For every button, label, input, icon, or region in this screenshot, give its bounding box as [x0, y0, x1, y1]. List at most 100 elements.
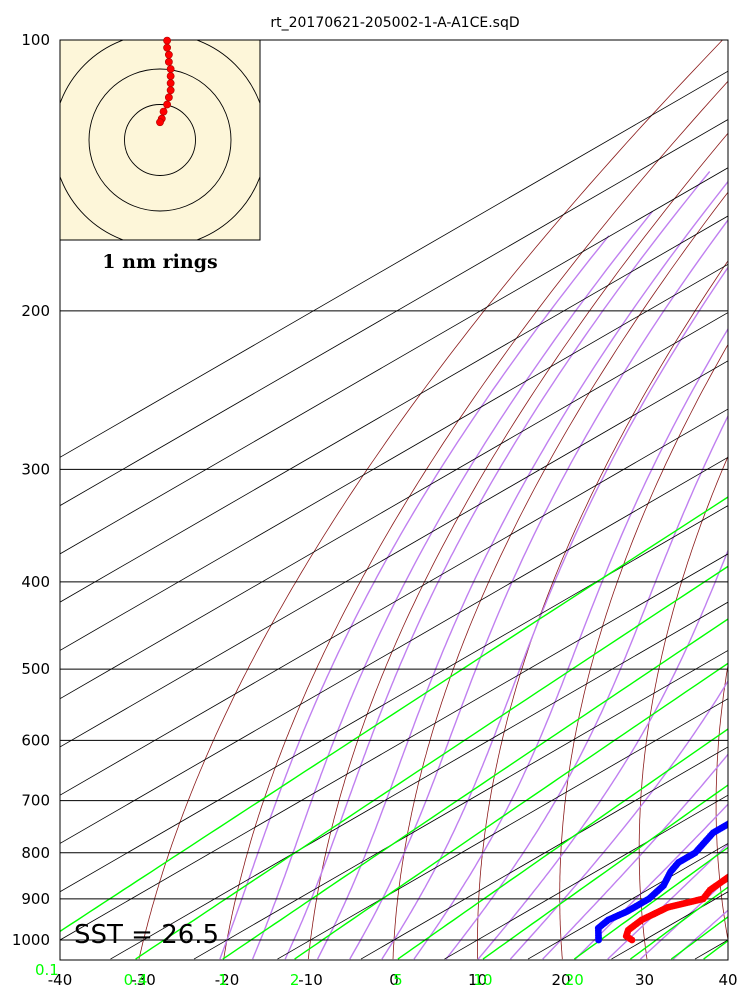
dry-adiabat [223, 80, 728, 960]
temperature-point [730, 871, 737, 878]
temperature-point [735, 868, 742, 875]
dewpoint-point [741, 811, 748, 818]
dewpoint-point [733, 816, 740, 823]
moist-adiabat [509, 679, 728, 960]
temperature-point [725, 873, 728, 880]
inset-track-point [163, 43, 171, 52]
moist-adiabat [445, 414, 728, 960]
dewpoint-point [737, 814, 744, 821]
mixing-ratio-tick-label: 20 [565, 971, 584, 989]
inset-track-point [164, 58, 173, 66]
isotherm [360, 746, 728, 960]
inset-label: 1 nm rings [102, 251, 217, 273]
isotherm [60, 505, 728, 893]
dewpoint-point [731, 817, 738, 824]
isotherm [60, 263, 728, 651]
mixing-ratio-line [629, 886, 728, 960]
pressure-tick-label: 800 [21, 844, 50, 862]
data-layer [594, 808, 750, 944]
moist-adiabat [349, 218, 728, 960]
pressure-tick-label: 400 [21, 573, 50, 591]
temperature-point [732, 870, 739, 877]
temperature-tick-label: 40 [718, 971, 737, 989]
moist-adiabat [574, 803, 728, 960]
isotherm [110, 601, 728, 960]
inset-track-point [159, 107, 168, 116]
temperature-point [745, 862, 750, 869]
mixing-ratio-axis: 0.1 0.4 1 2 5 10 20 [35, 961, 584, 989]
inset-track-point [163, 100, 171, 109]
pressure-axis: 100 200 300 400 500 600 700 800 900 1000 [12, 31, 50, 949]
mixing-ratio-line [397, 728, 728, 960]
inset-track-point [166, 65, 175, 73]
inset-track-point [166, 86, 175, 95]
temperature-point [733, 869, 740, 876]
moist-adiabat [316, 180, 728, 960]
dry-adiabat [477, 260, 728, 960]
isotherm [60, 312, 728, 700]
temperature-tick-label: -30 [131, 971, 156, 989]
dry-adiabat [392, 191, 728, 960]
hodograph-inset [59, 36, 261, 241]
mixing-ratio-line [60, 496, 728, 933]
pressure-tick-label: 900 [21, 890, 50, 908]
temperature-point [737, 867, 744, 874]
mixing-ratio-tick-label: 0.1 [35, 961, 59, 979]
mixing-ratio-line [294, 662, 728, 960]
temperature-tick-label: -20 [215, 971, 240, 989]
grid-layer [60, 40, 728, 960]
moist-adiabat [219, 235, 610, 960]
sst-label: SST = 26.5 [74, 920, 219, 950]
inset-track-point [166, 72, 175, 80]
inset-track-point [166, 79, 175, 88]
temperature-tick-label: 10 [468, 971, 487, 989]
mixing-ratio-line [482, 784, 728, 960]
temperature-tick-label: -10 [298, 971, 323, 989]
isotherm [60, 70, 728, 458]
dewpoint-point [735, 815, 742, 822]
pressure-tick-label: 300 [21, 460, 50, 478]
temperature-point [741, 864, 748, 871]
temperature-tick-label: -40 [48, 971, 73, 989]
dewpoint-point [746, 808, 750, 815]
isotherm [60, 360, 728, 748]
pressure-tick-label: 1000 [12, 931, 50, 949]
temperature-point [727, 874, 728, 877]
isotherm [193, 649, 728, 960]
temperature-point [743, 863, 750, 870]
inset-track-point [164, 50, 173, 59]
temperature-point [739, 866, 746, 873]
isotherm [60, 167, 728, 555]
moist-adiabat [477, 548, 728, 960]
pressure-tick-label: 200 [21, 302, 50, 320]
temperature-point [747, 861, 750, 868]
moist-adiabat [542, 753, 728, 960]
dewpoint-point [725, 820, 728, 828]
inset-track [156, 36, 175, 127]
moist-adiabat [607, 843, 728, 960]
mixing-ratio-tick-label: 0.4 [124, 971, 148, 989]
isotherm [277, 698, 728, 960]
pressure-tick-label: 100 [21, 31, 50, 49]
dry-adiabat [559, 343, 728, 960]
mixing-ratio-tick-label: 1 [218, 971, 228, 989]
moist-adiabat [381, 266, 728, 960]
dewpoint-point [739, 812, 746, 819]
inset-rings [60, 40, 260, 240]
isotherm [60, 215, 728, 603]
pressure-tick-label: 600 [21, 731, 50, 749]
pressure-tick-label: 700 [21, 792, 50, 810]
inset-background [59, 39, 261, 241]
dewpoint-point [745, 809, 750, 816]
mixing-ratio-line [135, 565, 728, 960]
isotherm [60, 119, 728, 507]
inset-track-point [156, 118, 164, 127]
moist-adiabat [284, 171, 711, 960]
inset-ring [124, 104, 196, 176]
mixing-ratio-tick-label: 5 [393, 971, 403, 989]
inset-ring [88, 68, 232, 212]
dewpoint-point [743, 810, 750, 817]
plot-frame [59, 39, 729, 961]
temperature-axis: -40 -30 -20 -10 0 10 20 30 40 [48, 971, 738, 989]
mixing-ratio-tick-label: 2 [290, 971, 300, 989]
